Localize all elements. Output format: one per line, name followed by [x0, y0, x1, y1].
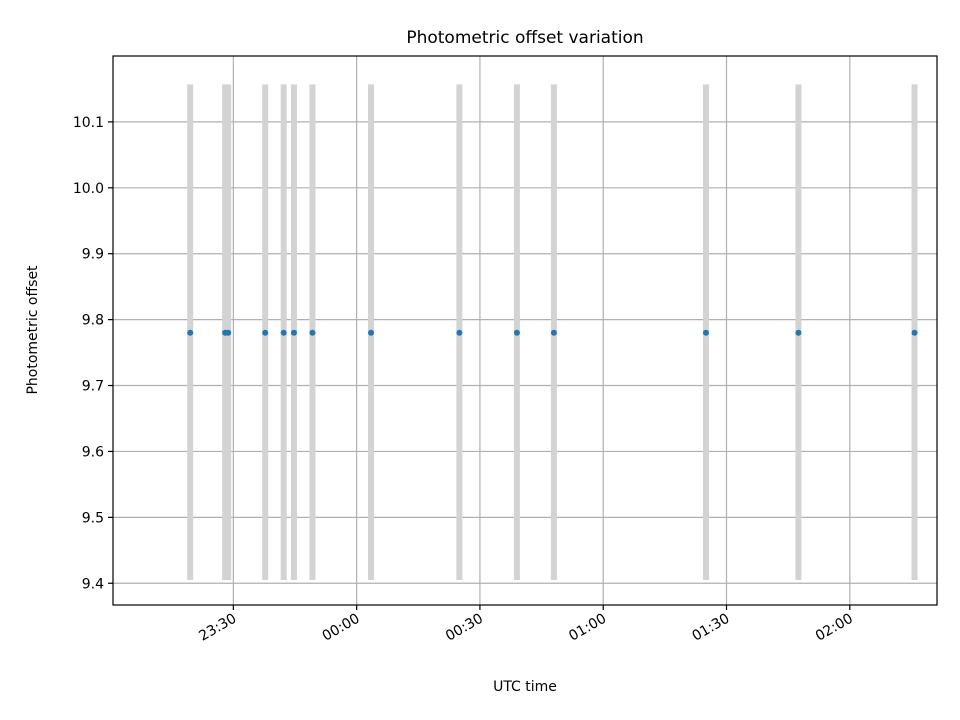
x-axis-label: UTC time: [493, 679, 557, 695]
data-point: [795, 329, 802, 336]
data-point: [309, 329, 316, 336]
y-axis-label: Photometric offset: [25, 265, 41, 395]
y-tick-label: 9.4: [82, 576, 104, 592]
grid-lines: [113, 56, 937, 605]
data-point: [702, 329, 709, 336]
data-point: [456, 329, 463, 336]
y-tick-label: 9.5: [82, 510, 104, 526]
data-point: [513, 329, 520, 336]
data-point: [550, 329, 557, 336]
data-point: [290, 329, 297, 336]
data-points: [187, 329, 918, 336]
data-point: [262, 329, 269, 336]
plot-frame: [112, 55, 938, 606]
data-point: [225, 329, 232, 336]
chart-title: Photometric offset variation: [406, 28, 643, 48]
data-point: [911, 329, 918, 336]
data-point: [280, 329, 287, 336]
y-tick-label: 9.6: [82, 444, 104, 460]
y-tick-label: 9.8: [82, 313, 104, 329]
y-axis-ticks: 9.4 9.5 9.6 9.7 9.8 9.9 10.0 10.1: [73, 115, 113, 592]
y-tick-label: 10.0: [73, 181, 104, 197]
data-point: [368, 329, 375, 336]
data-point: [187, 329, 194, 336]
y-tick-label: 9.9: [82, 247, 104, 263]
y-tick-label: 10.1: [73, 115, 104, 131]
y-tick-label: 9.7: [82, 379, 104, 395]
